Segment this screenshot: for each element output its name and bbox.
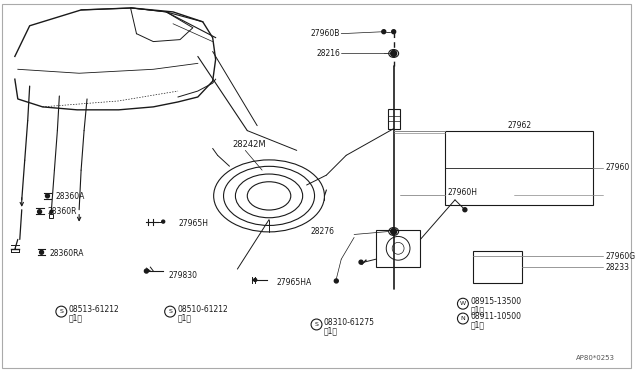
Text: 08915-13500: 08915-13500	[470, 297, 522, 306]
Text: 279830: 279830	[168, 270, 197, 279]
Text: 28360A: 28360A	[56, 192, 84, 201]
Circle shape	[40, 250, 44, 254]
Text: 27965HA: 27965HA	[277, 278, 312, 288]
FancyBboxPatch shape	[473, 251, 522, 283]
Circle shape	[38, 210, 42, 214]
Text: （1）: （1）	[177, 313, 191, 322]
Text: （1）: （1）	[470, 305, 484, 314]
Text: 08513-61212: 08513-61212	[68, 305, 120, 314]
Text: W: W	[460, 301, 466, 306]
Circle shape	[390, 228, 397, 234]
Text: 27960B: 27960B	[311, 29, 340, 38]
Text: AP80*0253: AP80*0253	[575, 355, 614, 361]
Text: 28216: 28216	[316, 49, 340, 58]
Circle shape	[359, 260, 363, 264]
Text: （1）: （1）	[470, 320, 484, 329]
FancyBboxPatch shape	[388, 109, 399, 129]
Circle shape	[145, 269, 148, 273]
Text: （1）: （1）	[324, 326, 338, 335]
Text: 28360R: 28360R	[47, 207, 77, 216]
Circle shape	[382, 30, 386, 34]
Text: 27960H: 27960H	[447, 189, 477, 198]
Text: 27960: 27960	[605, 163, 630, 172]
Text: 28276: 28276	[310, 227, 334, 236]
Text: 28242M: 28242M	[232, 140, 266, 149]
FancyBboxPatch shape	[445, 131, 593, 205]
Text: 28233: 28233	[605, 263, 629, 272]
Circle shape	[45, 194, 49, 198]
Text: N: N	[461, 316, 465, 321]
Text: 27962: 27962	[508, 121, 531, 130]
Text: S: S	[168, 309, 172, 314]
Text: 27960G: 27960G	[605, 252, 636, 261]
Circle shape	[334, 279, 339, 283]
Text: S: S	[315, 322, 319, 327]
FancyBboxPatch shape	[376, 230, 420, 267]
Text: 08911-10500: 08911-10500	[470, 312, 522, 321]
Text: S: S	[60, 309, 63, 314]
Bar	[49, 214, 53, 218]
Circle shape	[50, 210, 53, 213]
Text: 08310-61275: 08310-61275	[324, 318, 375, 327]
Text: 08510-61212: 08510-61212	[177, 305, 228, 314]
Circle shape	[162, 220, 164, 223]
Circle shape	[463, 208, 467, 212]
Circle shape	[390, 51, 397, 57]
Text: 28360RA: 28360RA	[49, 249, 84, 258]
Text: 27965H: 27965H	[178, 219, 208, 228]
Text: （1）: （1）	[68, 313, 83, 322]
Circle shape	[253, 279, 257, 282]
Circle shape	[392, 30, 396, 34]
